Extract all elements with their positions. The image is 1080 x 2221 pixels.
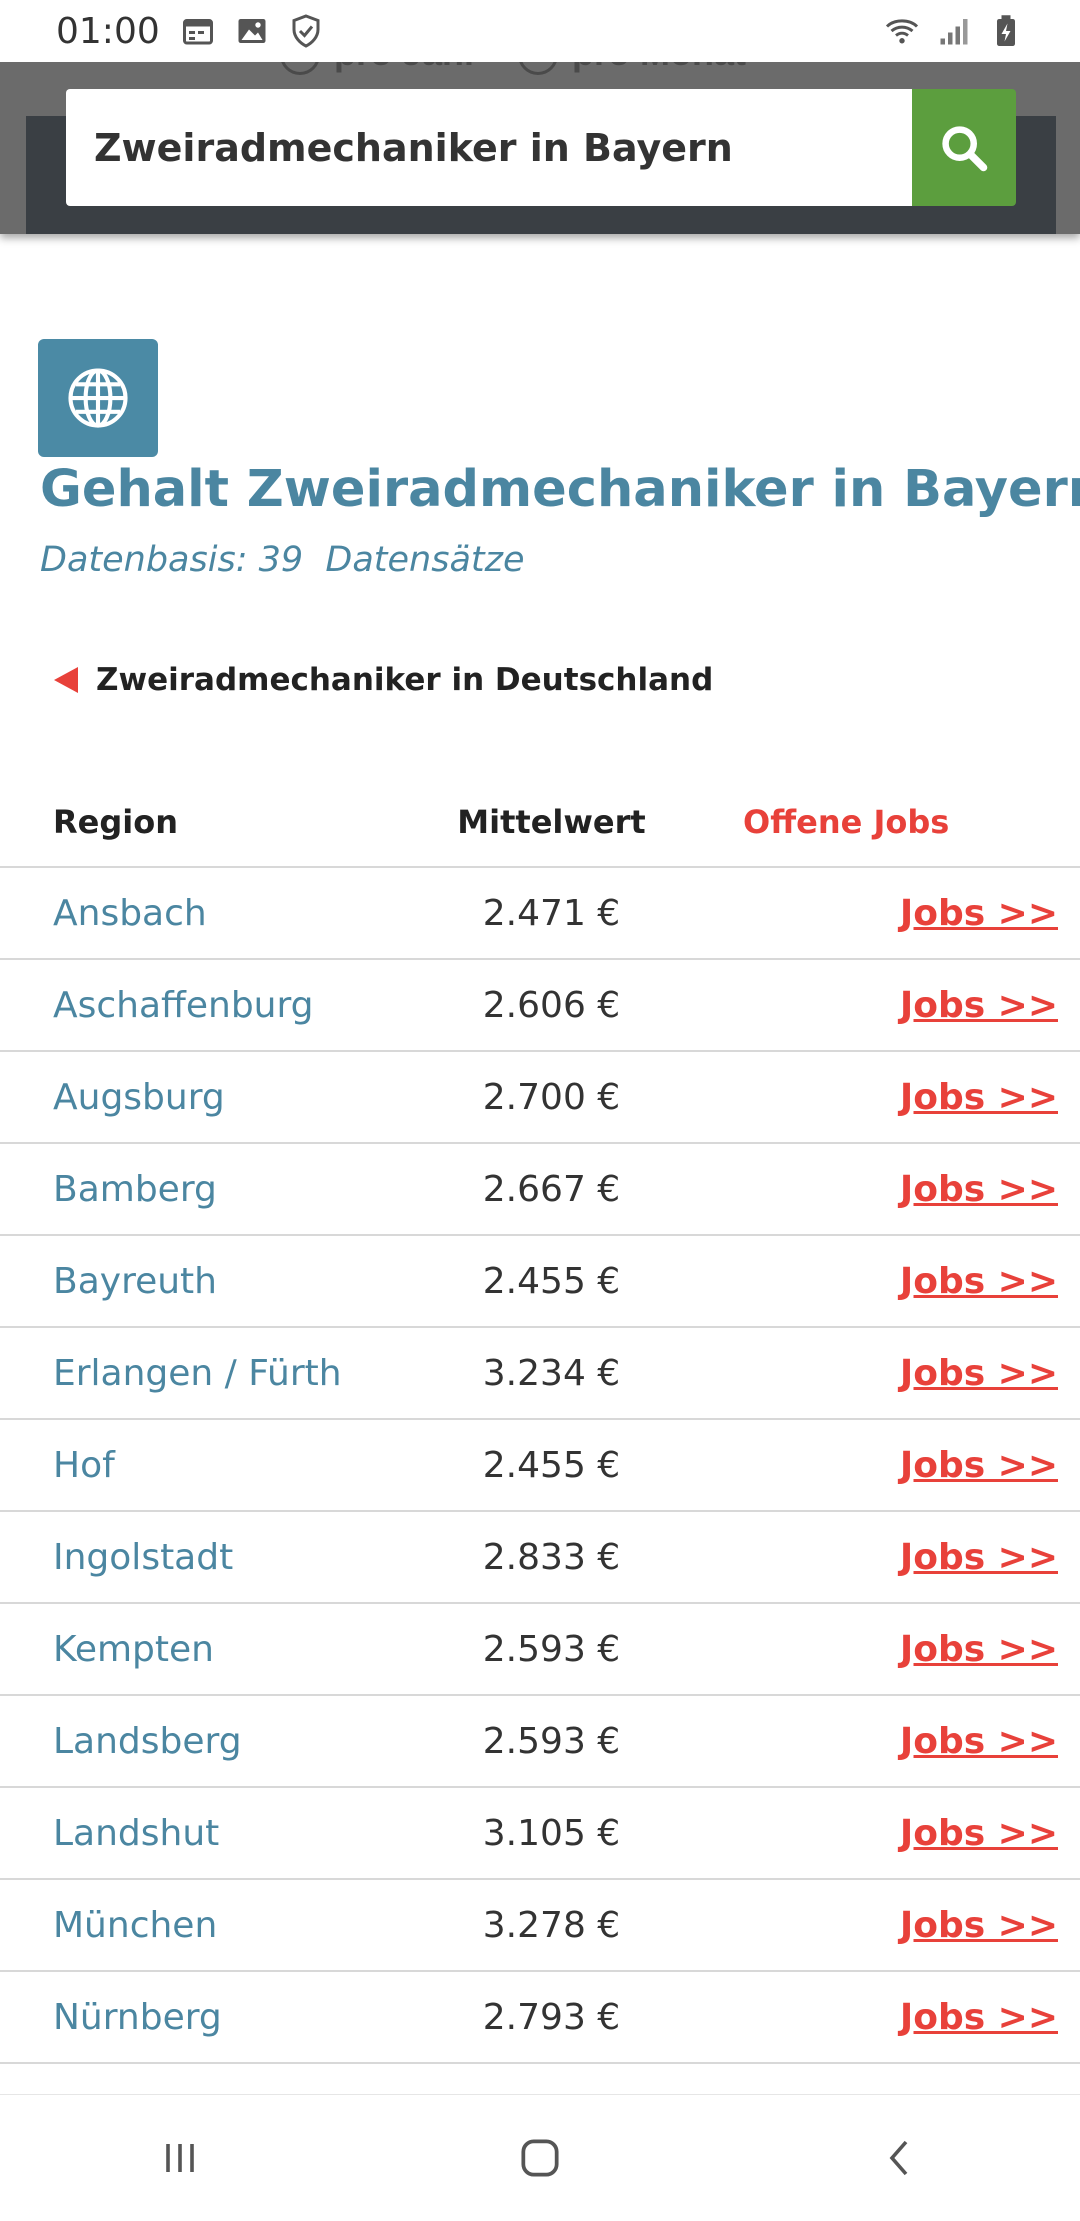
region-link[interactable]: Aschaffenburg <box>53 984 314 1026</box>
status-bar: 01:00 <box>0 0 1080 62</box>
page-title: Gehalt Zweiradmechaniker in Bayern <box>40 460 1080 519</box>
battery-charging-icon <box>997 15 1015 46</box>
mean-salary: 2.667 € <box>482 1168 621 1210</box>
region-link[interactable]: Nürnberg <box>53 1996 222 2038</box>
search-header: pro Jahr pro Monat <box>0 32 1080 234</box>
globe-icon <box>68 368 128 428</box>
table-row: Kempten 2.593 € Jobs >> <box>0 1604 1080 1696</box>
mean-salary: 2.593 € <box>482 1628 621 1670</box>
region-link[interactable]: Augsburg <box>53 1076 225 1118</box>
recent-apps-icon <box>166 2144 194 2172</box>
jobs-link[interactable]: Jobs >> <box>899 1628 1058 1670</box>
region-link[interactable]: Bamberg <box>53 1168 217 1210</box>
mean-salary: 2.793 € <box>482 1996 621 2038</box>
header-mean: Mittelwert <box>457 803 646 841</box>
region-link[interactable]: Kempten <box>53 1628 214 1670</box>
salary-table: Region Mittelwert Offene Jobs Ansbach 2.4… <box>0 778 1080 2064</box>
region-link[interactable]: Erlangen / Fürth <box>53 1352 342 1394</box>
image-icon <box>238 19 266 43</box>
table-row: Landsberg 2.593 € Jobs >> <box>0 1696 1080 1788</box>
jobs-cell: Jobs >> <box>703 1629 1080 1670</box>
region-link[interactable]: Landshut <box>53 1812 220 1854</box>
region-link[interactable]: Landsberg <box>53 1720 242 1762</box>
jobs-cell: Jobs >> <box>703 1813 1080 1854</box>
jobs-cell: Jobs >> <box>703 1353 1080 1394</box>
table-row: Nürnberg 2.793 € Jobs >> <box>0 1972 1080 2064</box>
wifi-icon <box>885 19 919 44</box>
table-row: München 3.278 € Jobs >> <box>0 1880 1080 1972</box>
jobs-link[interactable]: Jobs >> <box>899 1720 1058 1762</box>
table-body: Ansbach 2.471 € Jobs >> Aschaffenburg 2.606 … <box>0 868 1080 2064</box>
mean-salary: 3.278 € <box>482 1904 621 1946</box>
jobs-cell: Jobs >> <box>703 1905 1080 1946</box>
back-link-label: Zweiradmechaniker in Deutschland <box>96 662 714 698</box>
table-row: Bayreuth 2.455 € Jobs >> <box>0 1236 1080 1328</box>
jobs-cell: Jobs >> <box>703 1445 1080 1486</box>
jobs-link[interactable]: Jobs >> <box>899 1352 1058 1394</box>
table-row: Ingolstadt 2.833 € Jobs >> <box>0 1512 1080 1604</box>
navigation-bar <box>0 2094 1080 2221</box>
shield-icon <box>292 14 320 48</box>
table-header: Region Mittelwert Offene Jobs <box>0 778 1080 868</box>
status-time: 01:00 <box>56 10 160 52</box>
home-button[interactable] <box>495 2113 585 2203</box>
jobs-cell: Jobs >> <box>703 1169 1080 1210</box>
arrow-left-icon <box>54 667 78 693</box>
jobs-link[interactable]: Jobs >> <box>899 1076 1058 1118</box>
jobs-cell: Jobs >> <box>703 1077 1080 1118</box>
jobs-link[interactable]: Jobs >> <box>899 1536 1058 1578</box>
data-basis: Datenbasis: 39 Datensätze <box>40 540 525 580</box>
mean-salary: 3.234 € <box>482 1352 621 1394</box>
region-link[interactable]: Ingolstadt <box>53 1536 234 1578</box>
mean-salary: 2.833 € <box>482 1536 621 1578</box>
search-button[interactable] <box>912 89 1016 206</box>
jobs-link[interactable]: Jobs >> <box>899 1812 1058 1854</box>
jobs-link[interactable]: Jobs >> <box>899 892 1058 934</box>
jobs-cell: Jobs >> <box>703 893 1080 934</box>
header-jobs: Offene Jobs <box>743 803 950 841</box>
mean-salary: 2.606 € <box>482 984 621 1026</box>
mean-salary: 2.455 € <box>482 1444 621 1486</box>
jobs-cell: Jobs >> <box>703 1537 1080 1578</box>
region-link[interactable]: München <box>53 1904 218 1946</box>
signal-icon <box>940 19 968 45</box>
back-button[interactable] <box>855 2113 945 2203</box>
jobs-link[interactable]: Jobs >> <box>899 984 1058 1026</box>
back-link-germany[interactable]: Zweiradmechaniker in Deutschland <box>54 662 713 698</box>
table-row: Bamberg 2.667 € Jobs >> <box>0 1144 1080 1236</box>
jobs-link[interactable]: Jobs >> <box>899 1260 1058 1302</box>
calendar-icon <box>182 19 213 45</box>
jobs-link[interactable]: Jobs >> <box>899 1168 1058 1210</box>
jobs-link[interactable]: Jobs >> <box>899 1904 1058 1946</box>
jobs-link[interactable]: Jobs >> <box>899 1996 1058 2038</box>
search-box[interactable] <box>66 89 916 206</box>
globe-badge <box>38 339 158 457</box>
recent-apps-button[interactable] <box>135 2113 225 2203</box>
search-input[interactable] <box>92 124 916 171</box>
table-row: Erlangen / Fürth 3.234 € Jobs >> <box>0 1328 1080 1420</box>
table-row: Hof 2.455 € Jobs >> <box>0 1420 1080 1512</box>
header-region: Region <box>53 803 178 841</box>
search-icon <box>942 125 988 171</box>
region-link[interactable]: Hof <box>53 1444 115 1486</box>
jobs-cell: Jobs >> <box>703 1261 1080 1302</box>
table-row: Ansbach 2.471 € Jobs >> <box>0 868 1080 960</box>
region-link[interactable]: Ansbach <box>53 892 207 934</box>
table-row: Augsburg 2.700 € Jobs >> <box>0 1052 1080 1144</box>
jobs-cell: Jobs >> <box>703 1721 1080 1762</box>
mean-salary: 2.455 € <box>482 1260 621 1302</box>
jobs-link[interactable]: Jobs >> <box>899 1444 1058 1486</box>
mean-salary: 2.700 € <box>482 1076 621 1118</box>
jobs-cell: Jobs >> <box>703 1997 1080 2038</box>
mean-salary: 2.471 € <box>482 892 621 934</box>
home-icon <box>521 2139 559 2177</box>
mean-salary: 2.593 € <box>482 1720 621 1762</box>
mean-salary: 3.105 € <box>482 1812 621 1854</box>
table-row: Landshut 3.105 € Jobs >> <box>0 1788 1080 1880</box>
jobs-cell: Jobs >> <box>703 985 1080 1026</box>
back-icon <box>889 2140 908 2176</box>
table-row: Aschaffenburg 2.606 € Jobs >> <box>0 960 1080 1052</box>
region-link[interactable]: Bayreuth <box>53 1260 217 1302</box>
